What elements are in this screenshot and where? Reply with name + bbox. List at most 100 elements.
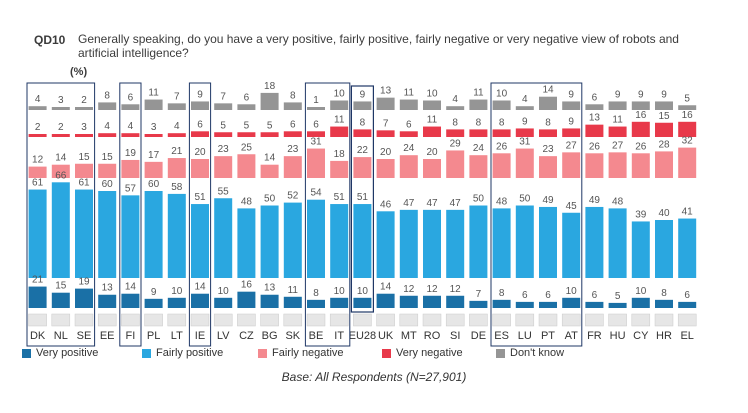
value-label-hr-0: 8 bbox=[661, 288, 667, 299]
bar-dont-know-fi bbox=[121, 104, 140, 110]
bar-dont-know-it bbox=[330, 100, 349, 110]
bar-group-fi: 14 57 19 4 6 FI bbox=[121, 92, 140, 342]
category-label-fr: FR bbox=[587, 330, 602, 342]
bar-dont-know-cz bbox=[237, 104, 256, 110]
bar-fairly-negative-cz bbox=[237, 154, 256, 178]
category-label-se: SE bbox=[77, 330, 92, 342]
bar-fairly-positive-at bbox=[562, 212, 581, 278]
legend-label-fairly-positive: Fairly positive bbox=[156, 347, 224, 359]
bar-fairly-positive-se bbox=[75, 189, 93, 278]
value-label-it-3: 11 bbox=[334, 115, 345, 126]
bar-very-negative-si bbox=[446, 129, 465, 137]
category-label-eu28: EU28 bbox=[349, 330, 377, 342]
bar-very-negative-bg bbox=[260, 132, 279, 137]
value-label-mt-1: 47 bbox=[403, 198, 415, 209]
value-label-bg-2: 14 bbox=[264, 153, 276, 164]
bar-fairly-positive-hu bbox=[608, 208, 627, 278]
value-label-es-2: 26 bbox=[496, 141, 508, 152]
bar-group-ee: 13 60 15 4 8 EE bbox=[97, 90, 117, 342]
value-label-nl-3: 2 bbox=[58, 122, 64, 133]
value-label-pt-3: 8 bbox=[545, 117, 551, 128]
value-label-at-1: 45 bbox=[566, 201, 578, 212]
value-label-mt-4: 11 bbox=[404, 88, 415, 99]
category-label-hu: HU bbox=[610, 330, 626, 342]
bar-group-fr: 6 49 26 13 6 FR bbox=[585, 92, 604, 342]
bar-fairly-positive-ie bbox=[191, 204, 209, 278]
value-label-cy-4: 9 bbox=[638, 89, 644, 100]
value-label-pt-2: 23 bbox=[542, 144, 554, 155]
value-label-dk-3: 2 bbox=[35, 122, 41, 133]
bar-very-negative-pl bbox=[144, 134, 163, 137]
bar-very-positive-ee bbox=[98, 294, 117, 308]
bar-very-negative-hu bbox=[608, 126, 627, 137]
flag-se bbox=[74, 313, 94, 327]
category-label-nl: NL bbox=[54, 330, 68, 342]
value-label-lt-4: 7 bbox=[174, 91, 180, 102]
bar-dont-know-lv bbox=[214, 103, 233, 110]
bar-fairly-negative-uk bbox=[376, 159, 395, 178]
value-label-it-1: 51 bbox=[334, 192, 346, 203]
value-label-nl-0: 15 bbox=[55, 281, 67, 292]
flag-at bbox=[561, 313, 581, 327]
category-label-lt: LT bbox=[171, 330, 183, 342]
category-label-lu: LU bbox=[518, 330, 532, 342]
bar-fairly-positive-fi bbox=[121, 195, 140, 278]
bar-dont-know-lt bbox=[167, 103, 186, 110]
bar-very-positive-cz bbox=[237, 291, 256, 308]
value-label-nl-4: 3 bbox=[58, 95, 64, 106]
value-label-it-2: 18 bbox=[334, 149, 346, 160]
value-label-mt-3: 6 bbox=[406, 119, 412, 130]
value-label-se-1: 61 bbox=[78, 178, 90, 189]
value-label-ee-2: 15 bbox=[102, 152, 114, 163]
value-label-es-4: 10 bbox=[496, 89, 508, 100]
value-label-hr-3: 15 bbox=[658, 111, 670, 122]
bar-very-negative-cz bbox=[237, 132, 256, 137]
value-label-at-4: 9 bbox=[568, 89, 574, 100]
value-label-se-3: 3 bbox=[81, 122, 87, 133]
flag-pt bbox=[538, 313, 558, 327]
bar-very-positive-bg bbox=[260, 294, 279, 308]
flag-fr bbox=[585, 313, 604, 327]
category-label-cz: CZ bbox=[239, 330, 254, 342]
flag-el bbox=[677, 313, 697, 327]
bar-group-el: 6 41 32 16 5 EL bbox=[677, 93, 697, 342]
category-label-pt: PT bbox=[541, 330, 555, 342]
value-label-si-2: 29 bbox=[450, 138, 462, 149]
value-label-lv-0: 10 bbox=[218, 286, 230, 297]
group-box-3 bbox=[304, 82, 351, 347]
value-label-lv-1: 55 bbox=[218, 186, 230, 197]
value-label-uk-2: 20 bbox=[380, 147, 392, 158]
flag-es bbox=[492, 313, 511, 327]
bar-fairly-negative-fr bbox=[585, 153, 604, 178]
value-label-dk-2: 12 bbox=[32, 155, 44, 166]
value-label-eu28-0: 10 bbox=[357, 286, 369, 297]
bar-group-lv: 10 55 23 5 7 LV bbox=[213, 91, 233, 342]
bar-fairly-negative-lv bbox=[214, 156, 233, 178]
legend-label-dont-know: Don't know bbox=[510, 347, 565, 359]
legend-swatch-dont-know bbox=[496, 348, 505, 358]
value-label-hu-3: 11 bbox=[612, 115, 623, 126]
value-label-dk-1: 61 bbox=[32, 178, 44, 189]
value-label-si-1: 47 bbox=[450, 198, 462, 209]
value-label-pl-1: 60 bbox=[148, 179, 160, 190]
value-label-es-0: 8 bbox=[499, 288, 505, 299]
value-label-se-0: 19 bbox=[78, 277, 90, 288]
value-label-lv-3: 5 bbox=[220, 120, 226, 131]
value-label-el-0: 6 bbox=[684, 290, 690, 301]
legend-very-negative: Very negative bbox=[382, 347, 463, 359]
question-text: Generally speaking, do you have a very p… bbox=[78, 32, 679, 60]
bar-very-negative-nl bbox=[51, 134, 70, 137]
value-label-sk-1: 52 bbox=[287, 191, 299, 202]
flag-dk bbox=[28, 313, 47, 327]
flag-nl bbox=[51, 313, 71, 327]
legend-label-fairly-negative: Fairly negative bbox=[272, 347, 344, 359]
flag-bg bbox=[260, 313, 279, 327]
legend-swatch-very-positive bbox=[22, 348, 31, 358]
value-label-si-3: 8 bbox=[452, 117, 458, 128]
value-label-cz-4: 6 bbox=[244, 92, 250, 103]
category-label-at: AT bbox=[565, 330, 579, 342]
value-label-pt-4: 14 bbox=[542, 85, 554, 96]
flag-si bbox=[445, 313, 465, 327]
bar-very-positive-pl bbox=[144, 298, 163, 308]
